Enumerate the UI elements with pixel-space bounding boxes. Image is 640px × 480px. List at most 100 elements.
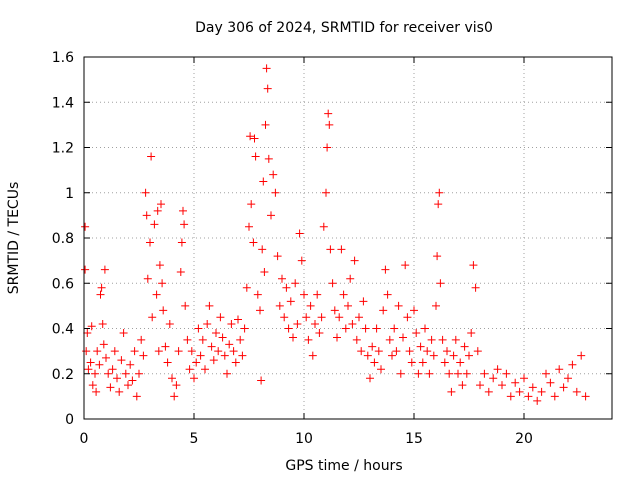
data-point bbox=[302, 313, 311, 322]
data-point bbox=[165, 319, 174, 328]
y-tick-label: 0.4 bbox=[52, 322, 74, 338]
data-point bbox=[177, 238, 186, 247]
data-point bbox=[148, 313, 157, 322]
data-point bbox=[291, 279, 300, 288]
data-point bbox=[447, 387, 456, 396]
data-point bbox=[157, 200, 165, 209]
data-point bbox=[99, 340, 108, 349]
data-point bbox=[313, 290, 322, 299]
data-point bbox=[214, 347, 223, 356]
axis-ticks: 0 0.2 0.4 0.6 0.8 1 1.2 1.4 1.6 0 5 10 15 20 bbox=[52, 50, 612, 447]
data-point bbox=[271, 188, 280, 197]
data-point bbox=[141, 188, 150, 197]
data-point bbox=[220, 351, 229, 360]
data-point bbox=[344, 301, 352, 310]
data-point bbox=[418, 358, 427, 367]
data-point bbox=[128, 376, 137, 385]
data-point bbox=[399, 333, 407, 342]
data-point bbox=[443, 347, 451, 356]
data-point bbox=[91, 369, 99, 378]
data-point bbox=[506, 392, 515, 401]
data-point bbox=[183, 335, 192, 344]
data-point bbox=[267, 211, 275, 220]
data-point bbox=[250, 134, 259, 143]
data-point bbox=[86, 358, 95, 367]
data-point bbox=[115, 387, 124, 396]
data-point bbox=[216, 313, 225, 322]
data-point bbox=[381, 265, 390, 274]
data-point bbox=[203, 319, 212, 328]
data-point bbox=[96, 290, 105, 299]
data-point bbox=[328, 279, 337, 288]
data-point bbox=[227, 319, 236, 328]
y-tick-label: 0 bbox=[65, 412, 74, 428]
data-point bbox=[471, 283, 480, 292]
data-point bbox=[368, 342, 377, 351]
data-point bbox=[337, 245, 346, 254]
data-point bbox=[253, 290, 262, 299]
data-point bbox=[524, 392, 533, 401]
data-point bbox=[348, 319, 357, 328]
data-point bbox=[212, 329, 220, 338]
data-point bbox=[132, 392, 141, 401]
y-axis-label: SRMTID / TECUs bbox=[6, 182, 22, 295]
data-point bbox=[469, 261, 478, 270]
data-point bbox=[427, 335, 436, 344]
data-point bbox=[473, 347, 482, 356]
data-point bbox=[185, 365, 194, 374]
data-point bbox=[405, 347, 414, 356]
data-point bbox=[229, 347, 238, 356]
data-point bbox=[432, 301, 440, 310]
data-point bbox=[163, 358, 172, 367]
data-point bbox=[278, 274, 286, 283]
data-point bbox=[489, 374, 498, 383]
data-point bbox=[520, 374, 528, 383]
data-point bbox=[146, 238, 154, 247]
data-point bbox=[176, 267, 185, 276]
data-point bbox=[102, 353, 110, 362]
data-point bbox=[147, 152, 156, 161]
data-point bbox=[341, 324, 350, 333]
data-point bbox=[256, 306, 264, 315]
data-point bbox=[95, 360, 104, 369]
data-point bbox=[429, 351, 438, 360]
data-point bbox=[300, 290, 308, 299]
data-point bbox=[581, 392, 590, 401]
data-point bbox=[261, 120, 270, 129]
data-point bbox=[155, 261, 164, 270]
data-point bbox=[159, 306, 168, 315]
data-point bbox=[201, 365, 209, 374]
data-point bbox=[385, 335, 394, 344]
data-point bbox=[326, 245, 335, 254]
data-point bbox=[225, 340, 234, 349]
data-point bbox=[454, 369, 462, 378]
data-point bbox=[421, 324, 429, 333]
data-point bbox=[416, 342, 425, 351]
data-point bbox=[242, 283, 251, 292]
data-point bbox=[259, 177, 268, 186]
data-point bbox=[117, 356, 126, 365]
data-point bbox=[323, 143, 332, 152]
data-point bbox=[577, 351, 586, 360]
data-point bbox=[110, 347, 119, 356]
data-point bbox=[264, 154, 273, 163]
data-point bbox=[555, 365, 564, 374]
data-point bbox=[449, 351, 458, 360]
data-point bbox=[550, 392, 559, 401]
data-point bbox=[394, 301, 403, 310]
data-point bbox=[180, 220, 189, 229]
data-point bbox=[458, 381, 467, 390]
data-point bbox=[511, 378, 520, 387]
data-point bbox=[435, 188, 444, 197]
data-point bbox=[339, 290, 348, 299]
data-point bbox=[322, 188, 330, 197]
y-tick-label: 1.6 bbox=[52, 50, 74, 66]
data-point bbox=[390, 324, 399, 333]
data-point bbox=[198, 335, 207, 344]
data-point bbox=[269, 170, 278, 179]
data-point bbox=[542, 369, 550, 378]
data-point bbox=[249, 238, 258, 247]
data-point bbox=[135, 369, 143, 378]
data-point bbox=[357, 347, 366, 356]
data-point bbox=[88, 381, 97, 390]
